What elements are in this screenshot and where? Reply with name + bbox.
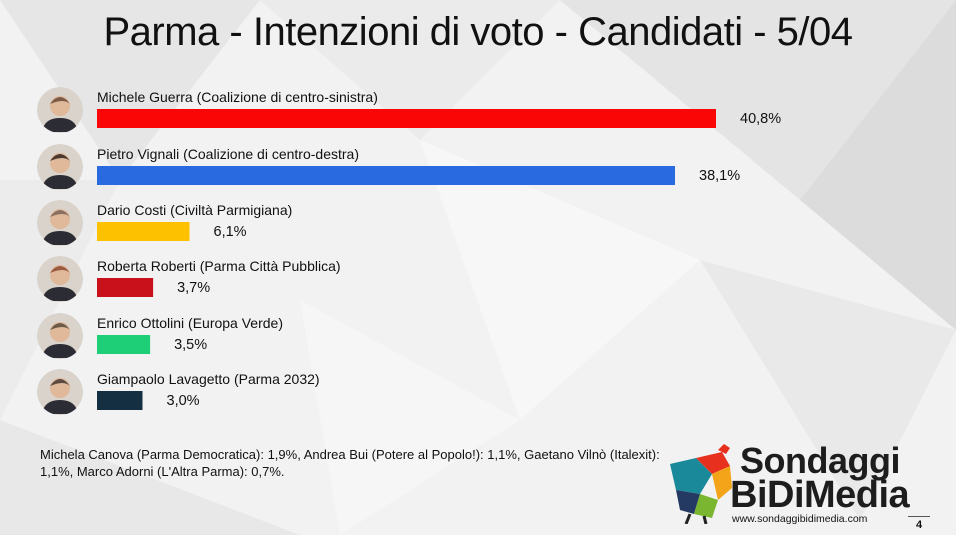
candidate-name-label: Michele Guerra (Coalizione di centro-sin… [97, 89, 378, 105]
person-photo-icon [37, 256, 83, 302]
logo-url: www.sondaggibidimedia.com [732, 513, 868, 525]
logo-text-bidimedia: BiDiMedia [730, 474, 910, 516]
bar [97, 222, 190, 241]
bar-value-label: 38,1% [699, 168, 740, 184]
bar-value-label: 3,0% [167, 393, 200, 409]
bar [97, 335, 151, 354]
bar-value-label: 6,1% [214, 224, 247, 240]
rooster-logo-icon [670, 444, 732, 524]
person-photo-icon [37, 200, 83, 246]
bar [97, 109, 716, 128]
candidate-name-label: Roberta Roberti (Parma Città Pubblica) [97, 258, 341, 274]
footnote-other-candidates: Michela Canova (Parma Democratica): 1,9%… [40, 447, 660, 479]
person-photo-icon [37, 87, 83, 133]
candidate-name-label: Giampaolo Lavagetto (Parma 2032) [97, 371, 320, 387]
page-title: Parma - Intenzioni di voto - Candidati -… [103, 10, 853, 54]
logo-text-sondaggi: Sondaggi [740, 440, 901, 481]
candidate-name-label: Dario Costi (Civiltà Parmigiana) [97, 202, 292, 218]
candidate-name-label: Enrico Ottolini (Europa Verde) [97, 315, 283, 331]
sondaggi-bidimedia-logo: Sondaggi BiDiMedia www.sondaggibidimedia… [660, 440, 950, 532]
bar-value-label: 3,7% [177, 280, 210, 296]
bar [97, 278, 154, 297]
bar [97, 391, 143, 410]
page-number: 4 [908, 516, 930, 531]
person-photo-icon [37, 369, 83, 415]
bar [97, 166, 675, 185]
bar-value-label: 40,8% [740, 111, 781, 127]
candidate-name-label: Pietro Vignali (Coalizione di centro-des… [97, 146, 359, 162]
person-photo-icon [37, 144, 83, 190]
person-photo-icon [37, 313, 83, 359]
bar-value-label: 3,5% [174, 337, 207, 353]
